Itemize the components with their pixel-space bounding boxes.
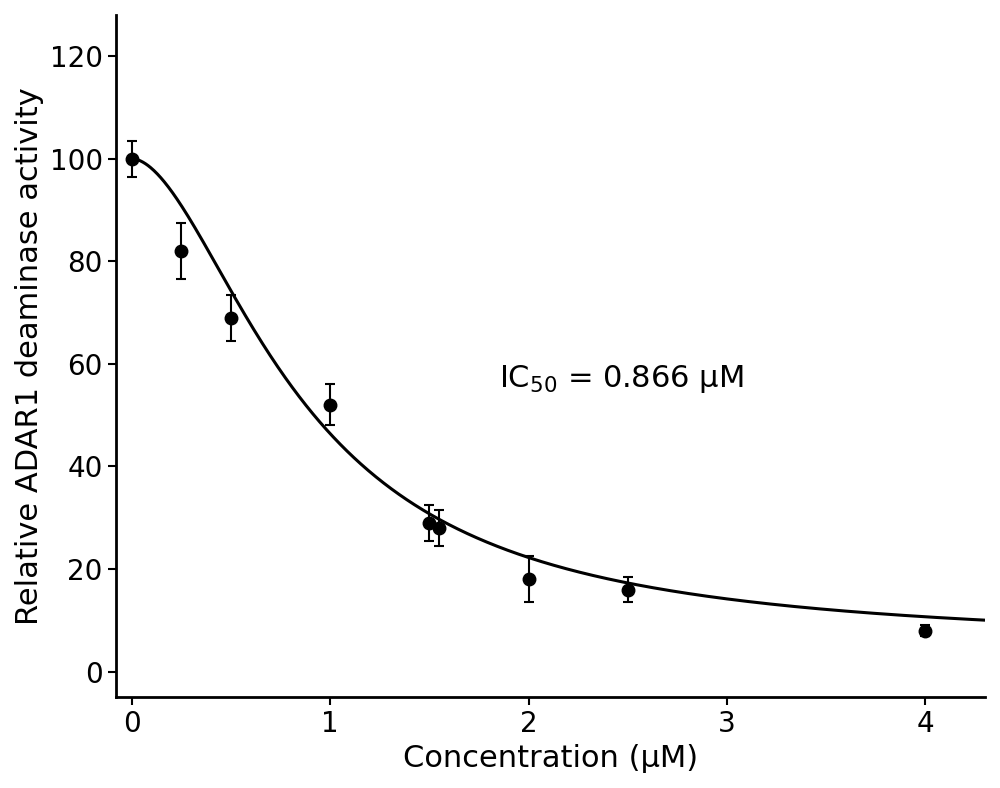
Text: IC$_{50}$ = 0.866 μM: IC$_{50}$ = 0.866 μM — [499, 363, 743, 396]
X-axis label: Concentration (μM): Concentration (μM) — [403, 744, 698, 773]
Y-axis label: Relative ADAR1 deaminase activity: Relative ADAR1 deaminase activity — [15, 87, 44, 625]
